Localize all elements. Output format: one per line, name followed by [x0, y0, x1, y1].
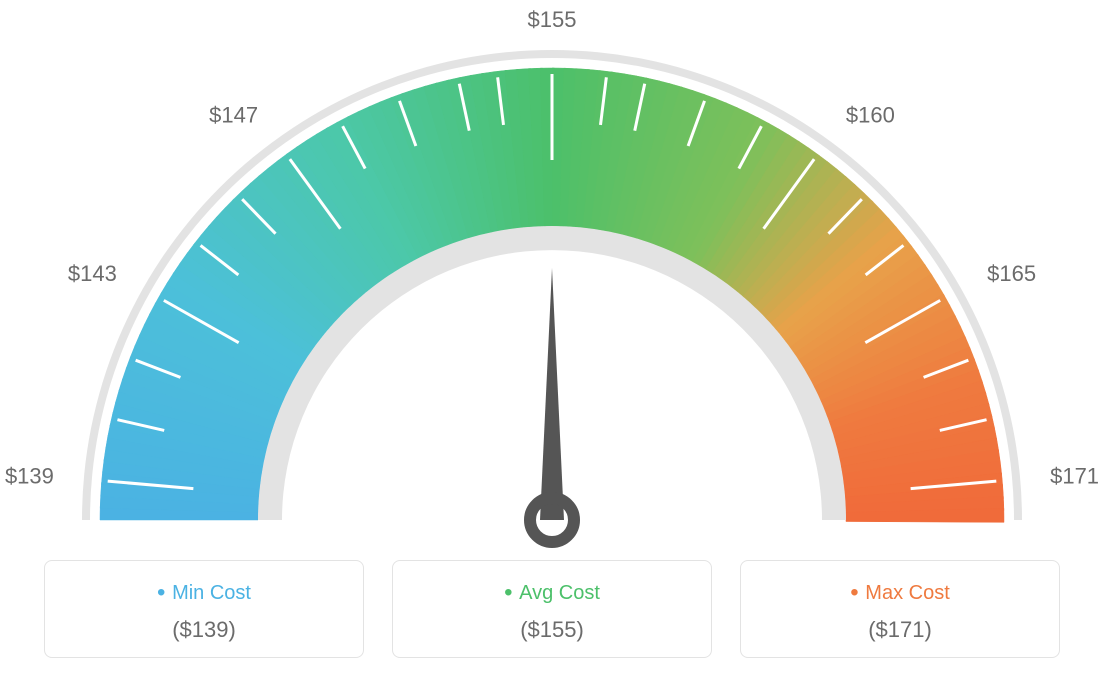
gauge-tick-label: $155	[528, 7, 577, 32]
legend-card-min: Min Cost ($139)	[44, 560, 364, 658]
legend-value-min: ($139)	[55, 617, 353, 643]
gauge-needle	[540, 268, 564, 520]
gauge-tick-label: $143	[68, 261, 117, 286]
legend-row: Min Cost ($139) Avg Cost ($155) Max Cost…	[0, 560, 1104, 658]
legend-label-min: Min Cost	[55, 579, 353, 607]
gauge-tick-label: $160	[846, 102, 895, 127]
gauge-tick-label: $139	[5, 463, 54, 488]
legend-card-max: Max Cost ($171)	[740, 560, 1060, 658]
gauge-chart: $139 $143 $147 $155 $160 $165 $171	[0, 0, 1104, 560]
legend-value-avg: ($155)	[403, 617, 701, 643]
legend-card-avg: Avg Cost ($155)	[392, 560, 712, 658]
legend-label-max: Max Cost	[751, 579, 1049, 607]
gauge-tick-label: $147	[209, 102, 258, 127]
gauge-tick-label: $171	[1050, 463, 1099, 488]
legend-value-max: ($171)	[751, 617, 1049, 643]
gauge-svg: $139 $143 $147 $155 $160 $165 $171	[0, 0, 1104, 560]
gauge-tick-label: $165	[987, 261, 1036, 286]
legend-label-avg: Avg Cost	[403, 579, 701, 607]
